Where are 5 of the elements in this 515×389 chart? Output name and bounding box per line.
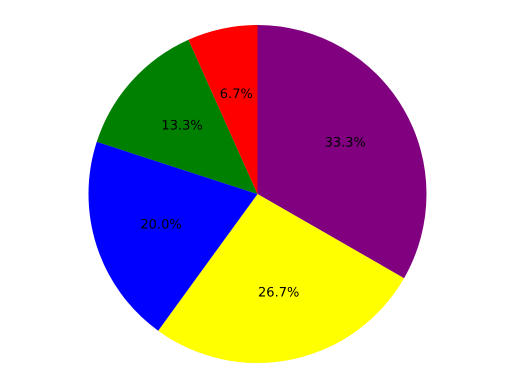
data-label: 13.3%: [161, 118, 203, 134]
data-label: 26.7%: [258, 286, 300, 301]
data-label: 20.0%: [140, 218, 182, 233]
data-label: 6.7%: [220, 87, 253, 102]
data-label: 33.3%: [324, 136, 366, 151]
